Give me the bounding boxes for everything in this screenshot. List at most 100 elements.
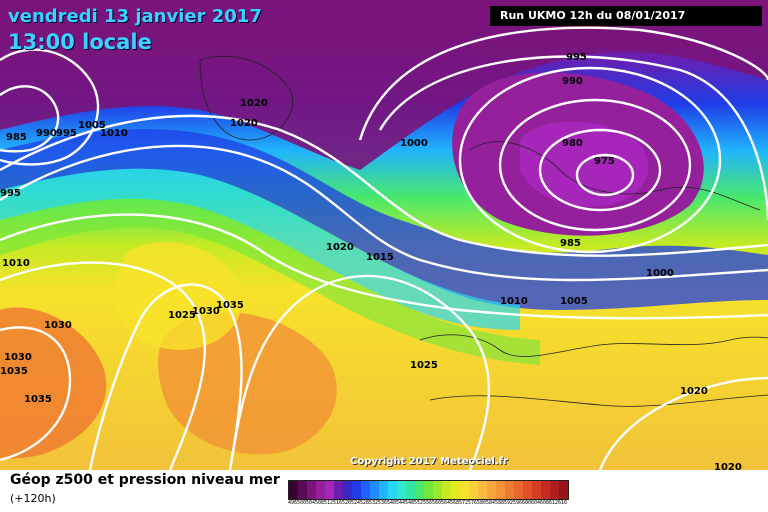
model-run-label: Run UKMO 12h du 08/01/2017 — [490, 6, 762, 26]
legend-tick: 572 — [459, 500, 468, 506]
legend-tick: 556 — [423, 500, 432, 506]
isobar-label: 1025 — [168, 310, 196, 321]
isobar-label: 985 — [6, 132, 27, 143]
legend-tick: 540 — [387, 500, 396, 506]
legend-swatch — [442, 481, 451, 499]
legend-swatch — [559, 481, 568, 499]
legend-swatch — [289, 481, 298, 499]
isobar-label: 1000 — [646, 268, 674, 279]
legend-swatch — [424, 481, 433, 499]
isobar-label-group: 995 990 980 975 985 1000 1000 1005 1010 … — [0, 52, 742, 470]
legend-tick: 496 — [288, 500, 297, 506]
isobar-label: 1020 — [230, 118, 258, 129]
legend-tick: 532 — [369, 500, 378, 506]
ridge-orange-west — [0, 307, 107, 459]
isobar-label: 1030 — [44, 320, 72, 331]
legend-tick: 560 — [432, 500, 441, 506]
coastline-africa — [429, 394, 768, 407]
isobar-label: 1000 — [400, 138, 428, 149]
legend-swatch — [496, 481, 505, 499]
isobar-label: 1010 — [500, 296, 528, 307]
legend-tick: 588 — [495, 500, 504, 506]
legend-swatch — [370, 481, 379, 499]
legend-tick: 592 — [504, 500, 513, 506]
isobar-label: 1035 — [24, 394, 52, 405]
legend-tick: 536 — [378, 500, 387, 506]
isobar-label: 1010 — [100, 128, 128, 139]
forecast-date: vendredi 13 janvier 2017 — [8, 6, 262, 27]
forecast-time: 13:00 locale — [8, 30, 152, 54]
low-region-north — [0, 0, 768, 170]
map-title: Géop z500 et pression niveau mer — [10, 472, 280, 488]
low-core-inner — [520, 121, 649, 207]
ridge-pale — [114, 242, 242, 350]
legend-tick: 576 — [468, 500, 477, 506]
legend-swatch — [325, 481, 334, 499]
legend-swatch — [334, 481, 343, 499]
isobar-label: 1005 — [560, 296, 588, 307]
legend-tick: 596 — [513, 500, 522, 506]
legend-tick: 564 — [441, 500, 450, 506]
legend-tick: 512 — [324, 500, 333, 506]
isobar-label: 1035 — [216, 300, 244, 311]
legend-swatch — [406, 481, 415, 499]
isobar-label: 1020 — [714, 462, 742, 470]
legend-tick-labels: 496 500 504 508 512 516 520 524 528 532 536 540 544 5… — [288, 500, 567, 506]
legend-swatch — [541, 481, 550, 499]
isobar-label: 1015 — [366, 252, 394, 263]
weather-map: 995 990 980 975 985 1000 1000 1005 1010 … — [0, 0, 768, 470]
legend-swatch — [379, 481, 388, 499]
footer: Géop z500 et pression niveau mer (+120h)… — [0, 470, 768, 512]
legend-tick: 616 — [558, 500, 567, 506]
isobar-label: 985 — [560, 238, 581, 249]
isobar-label: 990 — [36, 128, 57, 139]
legend-tick: 508 — [315, 500, 324, 506]
legend-tick: 528 — [360, 500, 369, 506]
legend-swatch — [343, 481, 352, 499]
legend-swatch — [487, 481, 496, 499]
isobar-label: 1020 — [680, 386, 708, 397]
legend-tick: 568 — [450, 500, 459, 506]
legend-tick: 520 — [342, 500, 351, 506]
legend-tick: 584 — [486, 500, 495, 506]
legend-swatch — [388, 481, 397, 499]
coastline-north — [469, 141, 761, 211]
isobar-label: 1010 — [2, 258, 30, 269]
map-frame: 995 990 980 975 985 1000 1000 1005 1010 … — [0, 0, 768, 470]
legend-swatch — [415, 481, 424, 499]
legend-tick: 504 — [306, 500, 315, 506]
legend-swatch — [298, 481, 307, 499]
legend-swatch — [523, 481, 532, 499]
legend-swatch — [352, 481, 361, 499]
trough-band — [0, 129, 768, 310]
isobar-label: 1035 — [0, 366, 28, 377]
forecast-offset: (+120h) — [10, 492, 56, 505]
legend-swatch — [451, 481, 460, 499]
legend-tick: 608 — [540, 500, 549, 506]
isobar-label: 1005 — [78, 120, 106, 131]
copyright-text: Copyright 2017 Meteociel.fr — [350, 456, 508, 467]
legend-tick: 548 — [405, 500, 414, 506]
isobar-label: 1020 — [326, 242, 354, 253]
color-legend — [288, 480, 569, 500]
legend-tick: 580 — [477, 500, 486, 506]
isobar-label: 990 — [562, 76, 583, 87]
legend-swatch — [433, 481, 442, 499]
legend-swatch — [478, 481, 487, 499]
isobar-label: 1030 — [192, 306, 220, 317]
isobar-label: 980 — [562, 138, 583, 149]
legend-tick: 604 — [531, 500, 540, 506]
legend-tick: 524 — [351, 500, 360, 506]
legend-tick: 516 — [333, 500, 342, 506]
isobar-label: 995 — [0, 188, 21, 199]
legend-swatch — [505, 481, 514, 499]
legend-swatch — [550, 481, 559, 499]
legend-swatch — [514, 481, 523, 499]
isobars — [0, 26, 768, 470]
isobar-label: 995 — [566, 52, 587, 63]
legend-tick: 500 — [297, 500, 306, 506]
isobar-label: 995 — [56, 128, 77, 139]
isobar-label: 1025 — [410, 360, 438, 371]
legend-tick: 544 — [396, 500, 405, 506]
legend-swatch — [397, 481, 406, 499]
